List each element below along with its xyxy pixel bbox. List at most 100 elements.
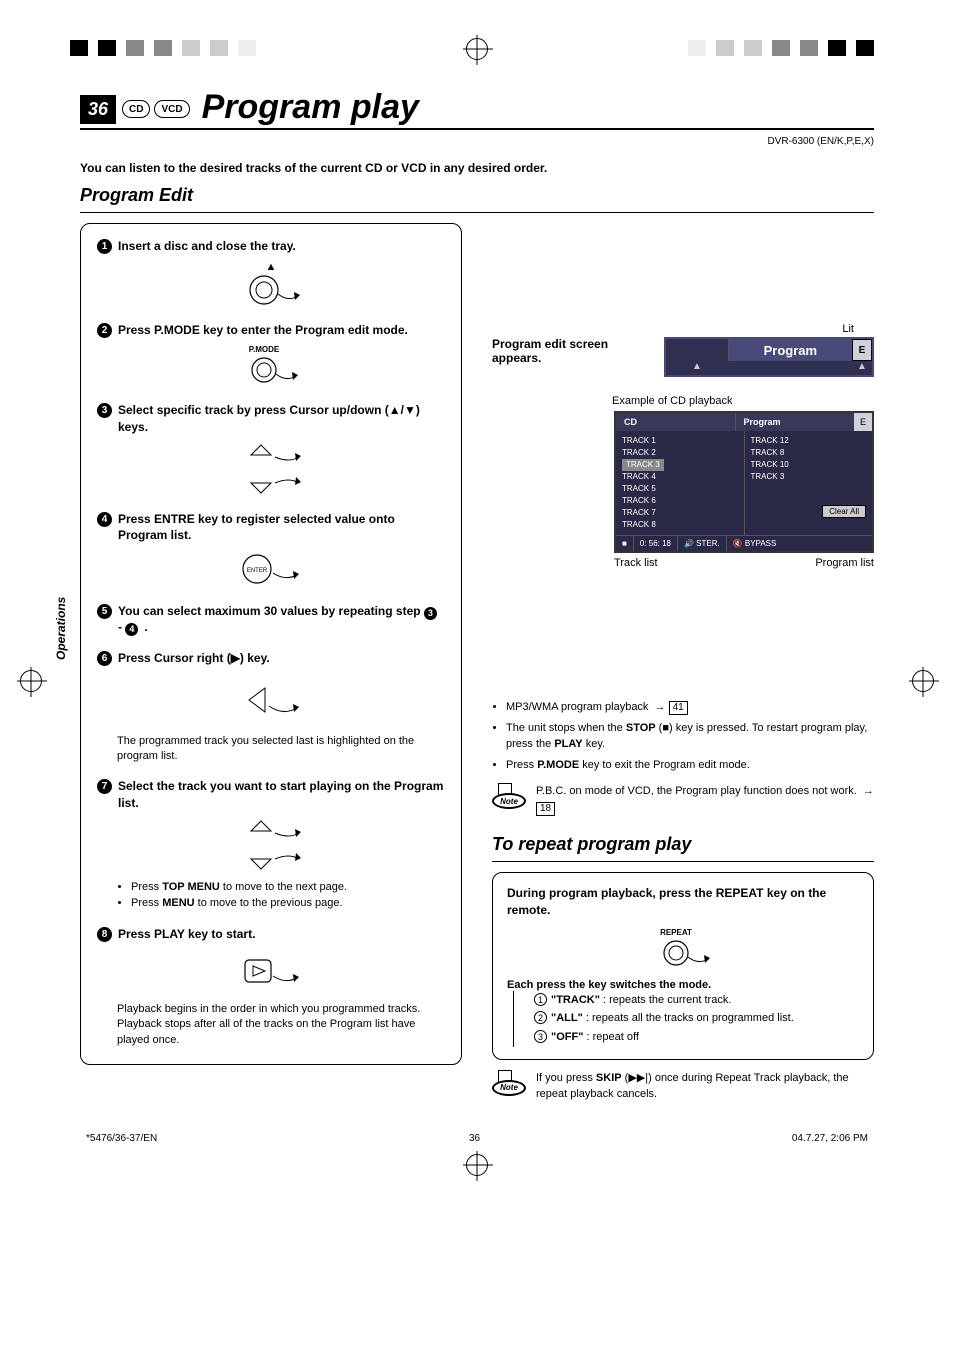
track-item: TRACK 2: [622, 447, 738, 459]
step-7-b1: Press TOP MENU to move to the next page.: [131, 879, 445, 896]
note-3: Press P.MODE key to exit the Program edi…: [506, 757, 874, 774]
step-3-text: Select specific track by press Cursor up…: [118, 402, 445, 434]
cd-osd-e: E: [854, 413, 872, 431]
osd-title: Program: [729, 339, 852, 361]
play-icon: [231, 948, 311, 996]
step-5-ref-b: 4: [125, 623, 138, 636]
osd-caption: Program edit screen appears.: [492, 337, 654, 365]
note-pbc-text: P.B.C. on mode of VCD, the Program play …: [536, 783, 874, 816]
track-item: TRACK 3: [622, 459, 664, 471]
step-num-5: 5: [97, 604, 112, 619]
registration-target-bottom: [466, 1154, 488, 1176]
step-2: 2 Press P.MODE key to enter the Program …: [97, 322, 445, 388]
step-num-8: 8: [97, 927, 112, 942]
note-pbc: Note P.B.C. on mode of VCD, the Program …: [492, 783, 874, 816]
crop-bars-right: [688, 40, 884, 56]
repeat-each: Each press the key switches the mode.: [507, 979, 859, 991]
eject-icon: ▲: [236, 260, 306, 308]
step-num-1: 1: [97, 239, 112, 254]
cursor-updown-icon-2: [231, 817, 311, 873]
label-track-list: Track list: [614, 557, 658, 569]
step-num-4: 4: [97, 512, 112, 527]
pageref-41: 41: [669, 701, 688, 715]
section-repeat-title: To repeat program play: [492, 834, 874, 855]
step-5-b: .: [144, 620, 147, 634]
osd-block: Lit Program edit screen appears. Program…: [492, 323, 874, 377]
step-6: 6 Press Cursor right (▶) key. The progra…: [97, 650, 445, 765]
cursor-right-icon: [231, 672, 311, 728]
step-5-mid: -: [118, 620, 125, 634]
foot-ster: 🔊 STER.: [678, 536, 727, 551]
svg-text:ENTER: ENTER: [247, 568, 268, 574]
footer-right: 04.7.27, 2:06 PM: [792, 1133, 868, 1144]
program-item: TRACK 10: [751, 459, 867, 471]
osd-program: Program E ▲▲: [664, 337, 874, 377]
note-skip-text: If you press SKIP (▶▶|) once during Repe…: [536, 1070, 874, 1103]
step-8-sub: Playback begins in the order in which yo…: [117, 1002, 445, 1048]
step-6-sub: The programmed track you selected last i…: [117, 734, 445, 765]
cd-osd-head-left: CD: [616, 413, 736, 431]
step-1-text: Insert a disc and close the tray.: [118, 238, 296, 254]
track-item: TRACK 6: [622, 495, 738, 507]
track-item: TRACK 5: [622, 483, 738, 495]
example-label: Example of CD playback: [492, 395, 874, 407]
step-5-a: You can select maximum 30 values by repe…: [118, 604, 424, 618]
svg-text:REPEAT: REPEAT: [660, 928, 692, 937]
track-item: TRACK 8: [622, 519, 738, 531]
repeat-box: During program playback, press the REPEA…: [492, 872, 874, 1060]
cd-osd-labels: Track list Program list: [614, 557, 874, 569]
footer-center: 36: [469, 1133, 480, 1144]
crop-bars-left: [70, 40, 266, 56]
footer-left: *5476/36-37/EN: [86, 1133, 157, 1144]
badge-vcd: VCD: [154, 100, 189, 118]
cd-osd-head-right: Program: [736, 413, 855, 431]
header-rule: [80, 128, 874, 130]
note-icon: Note: [492, 783, 526, 809]
intro-text: You can listen to the desired tracks of …: [80, 161, 874, 175]
registration-target-top: [466, 38, 488, 60]
section-rule: [80, 212, 874, 213]
page-footer: *5476/36-37/EN 36 04.7.27, 2:06 PM: [80, 1133, 874, 1144]
step-num-7: 7: [97, 779, 112, 794]
foot-bypass: 🔇 BYPASS: [727, 536, 783, 551]
program-item: TRACK 12: [751, 435, 867, 447]
step-5: 5 You can select maximum 30 values by re…: [97, 603, 445, 635]
step-7-bullets: Press TOP MENU to move to the next page.…: [117, 879, 445, 912]
track-item: TRACK 1: [622, 435, 738, 447]
step-7-text: Select the track you want to start playi…: [118, 778, 445, 810]
step-4: 4 Press ENTRE key to register selected v…: [97, 511, 445, 589]
repeat-mode-row: 3"OFF" : repeat off: [534, 1028, 859, 1047]
badge-cd: CD: [122, 100, 150, 118]
pmode-icon: P.MODE: [236, 344, 306, 388]
crop-marks-top: [0, 0, 954, 80]
section-program-edit-title: Program Edit: [80, 185, 874, 206]
step-6-text: Press Cursor right (▶) key.: [118, 650, 270, 666]
step-num-6: 6: [97, 651, 112, 666]
step-7-b2: Press MENU to move to the previous page.: [131, 895, 445, 912]
step-num-2: 2: [97, 323, 112, 338]
label-program-list: Program list: [815, 557, 874, 569]
cd-program-list: TRACK 12TRACK 8TRACK 10TRACK 3 Clear All: [745, 431, 873, 535]
cd-track-list: TRACK 1TRACK 2TRACK 3TRACK 4TRACK 5TRACK…: [616, 431, 745, 535]
step-7: 7 Select the track you want to start pla…: [97, 778, 445, 911]
foot-stop: ■: [616, 536, 634, 551]
svg-text:▲: ▲: [266, 261, 277, 273]
track-item: TRACK 4: [622, 471, 738, 483]
cd-osd: CD Program E TRACK 1TRACK 2TRACK 3TRACK …: [614, 411, 874, 553]
step-num-3: 3: [97, 403, 112, 418]
cursor-updown-icon: [231, 441, 311, 497]
program-item: TRACK 3: [751, 471, 867, 483]
program-item: TRACK 8: [751, 447, 867, 459]
note-icon-2: Note: [492, 1070, 526, 1096]
notes-list: MP3/WMA program playback → 41 The unit s…: [492, 699, 874, 773]
lit-label: Lit: [492, 323, 874, 335]
section-repeat-rule: [492, 861, 874, 862]
step-5-text: You can select maximum 30 values by repe…: [118, 603, 445, 635]
pageref-18: 18: [536, 802, 555, 816]
steps-box: 1 Insert a disc and close the tray. ▲ 2: [80, 223, 462, 1065]
step-1: 1 Insert a disc and close the tray. ▲: [97, 238, 445, 308]
note-2: The unit stops when the STOP (■) key is …: [506, 720, 874, 753]
enter-icon: ENTER: [231, 549, 311, 589]
clear-all-button: Clear All: [822, 505, 866, 518]
repeat-icon: REPEAT: [648, 927, 718, 971]
